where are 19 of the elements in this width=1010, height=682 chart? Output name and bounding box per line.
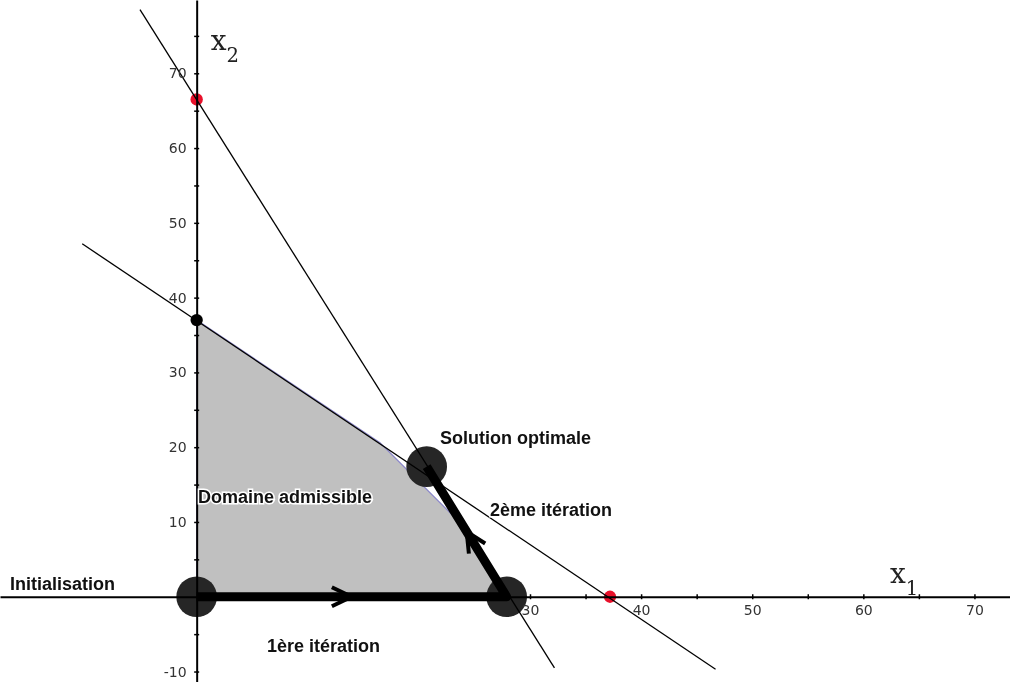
x-axis-title: x$_{1}$ [890, 556, 919, 600]
y-tick-label: 30 [168, 364, 187, 381]
y-axis-title: x$_{2}$ [210, 24, 239, 67]
x-tick-label: 60 [854, 601, 873, 618]
annotation: Initialisation [10, 574, 116, 595]
x-tick-label: 70 [966, 601, 984, 618]
y-tick-label: 10 [168, 513, 187, 530]
y-tick-label: -10 [163, 663, 187, 680]
y-tick-label: 60 [168, 140, 187, 157]
y-tick-label: 50 [168, 214, 187, 231]
annotation: 2ème itération [490, 500, 613, 521]
y-tick-label: 40 [168, 289, 187, 306]
annotation: 1ère itération [267, 636, 381, 657]
annotation: Domaine admissible [198, 487, 373, 508]
x-tick-label: 40 [632, 601, 651, 618]
y-tick-label: 20 [168, 439, 187, 456]
annotation: Solution optimale [440, 428, 591, 449]
x-tick-label: 30 [521, 601, 540, 618]
x-tick-label: 50 [743, 601, 762, 618]
